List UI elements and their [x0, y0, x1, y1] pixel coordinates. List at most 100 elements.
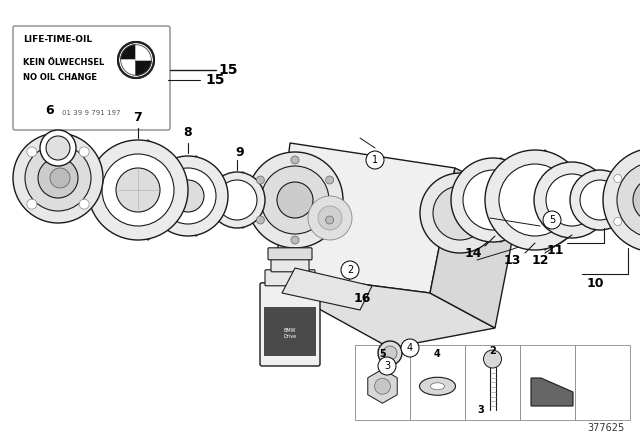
- Polygon shape: [121, 60, 136, 75]
- Circle shape: [277, 182, 313, 218]
- Bar: [355, 345, 410, 420]
- Text: KEIN ÖLWECHSEL: KEIN ÖLWECHSEL: [23, 58, 104, 67]
- Circle shape: [88, 140, 188, 240]
- Circle shape: [534, 162, 610, 238]
- Polygon shape: [531, 378, 573, 406]
- Text: BMW
Drive: BMW Drive: [284, 328, 296, 339]
- Text: 2: 2: [489, 346, 496, 356]
- Circle shape: [617, 162, 640, 238]
- Ellipse shape: [539, 150, 551, 250]
- Text: 13: 13: [503, 254, 521, 267]
- Circle shape: [79, 199, 89, 209]
- Circle shape: [341, 261, 359, 279]
- Ellipse shape: [239, 172, 247, 228]
- Circle shape: [25, 145, 91, 211]
- Polygon shape: [275, 143, 455, 293]
- Circle shape: [463, 170, 523, 230]
- Polygon shape: [70, 163, 128, 200]
- Circle shape: [326, 176, 333, 184]
- Circle shape: [13, 133, 103, 223]
- Text: 15: 15: [218, 63, 237, 77]
- FancyBboxPatch shape: [265, 270, 315, 286]
- Circle shape: [499, 164, 571, 236]
- Polygon shape: [275, 273, 495, 348]
- Circle shape: [291, 236, 299, 244]
- Circle shape: [378, 357, 396, 375]
- Text: 3: 3: [384, 361, 390, 371]
- Circle shape: [401, 339, 419, 357]
- Text: 12: 12: [531, 254, 548, 267]
- Text: 2: 2: [347, 265, 353, 275]
- Circle shape: [614, 217, 622, 225]
- Circle shape: [160, 168, 216, 224]
- Circle shape: [79, 147, 89, 157]
- Text: 5: 5: [379, 349, 386, 359]
- Circle shape: [546, 174, 598, 226]
- Text: NO OIL CHANGE: NO OIL CHANGE: [23, 73, 97, 82]
- Circle shape: [148, 156, 228, 236]
- Circle shape: [420, 173, 500, 253]
- Polygon shape: [136, 60, 151, 75]
- Circle shape: [433, 186, 487, 240]
- Ellipse shape: [419, 377, 456, 395]
- Circle shape: [257, 216, 264, 224]
- Circle shape: [116, 168, 160, 212]
- Bar: [465, 345, 520, 420]
- Circle shape: [257, 176, 264, 184]
- Circle shape: [383, 346, 397, 360]
- Circle shape: [217, 180, 257, 220]
- Circle shape: [483, 350, 502, 368]
- Circle shape: [247, 152, 343, 248]
- Text: 377625: 377625: [588, 423, 625, 433]
- Circle shape: [102, 154, 174, 226]
- Circle shape: [50, 168, 70, 188]
- Bar: [264, 306, 316, 356]
- Text: 7: 7: [134, 111, 142, 124]
- Text: 11: 11: [547, 244, 564, 257]
- Circle shape: [485, 150, 585, 250]
- Circle shape: [570, 170, 630, 230]
- Circle shape: [27, 147, 37, 157]
- Circle shape: [318, 206, 342, 230]
- Circle shape: [326, 216, 333, 224]
- Polygon shape: [282, 268, 372, 310]
- Text: 10: 10: [586, 276, 604, 289]
- Circle shape: [543, 211, 561, 229]
- Ellipse shape: [496, 158, 506, 242]
- Circle shape: [172, 180, 204, 212]
- Circle shape: [451, 158, 535, 242]
- Circle shape: [46, 136, 70, 160]
- FancyBboxPatch shape: [268, 248, 312, 260]
- Circle shape: [38, 158, 78, 198]
- Circle shape: [374, 378, 390, 394]
- Text: 15: 15: [205, 73, 225, 87]
- Text: 4: 4: [407, 343, 413, 353]
- Text: 4: 4: [434, 349, 441, 359]
- Circle shape: [366, 151, 384, 169]
- Bar: [520, 345, 575, 420]
- Circle shape: [118, 42, 154, 78]
- Circle shape: [580, 180, 620, 220]
- Ellipse shape: [431, 383, 445, 390]
- Text: 3: 3: [477, 405, 484, 415]
- Bar: [575, 345, 630, 420]
- Circle shape: [291, 156, 299, 164]
- Circle shape: [209, 172, 265, 228]
- Polygon shape: [430, 168, 520, 328]
- Text: 14: 14: [464, 246, 482, 259]
- Text: 01 39 9 791 197: 01 39 9 791 197: [62, 110, 121, 116]
- Text: 1: 1: [372, 155, 378, 165]
- Circle shape: [603, 148, 640, 252]
- Ellipse shape: [191, 156, 201, 236]
- Circle shape: [308, 196, 352, 240]
- Text: LIFE-TIME-OIL: LIFE-TIME-OIL: [23, 35, 92, 44]
- FancyBboxPatch shape: [13, 26, 170, 130]
- Circle shape: [378, 341, 402, 365]
- Circle shape: [614, 175, 622, 182]
- Text: 5: 5: [549, 215, 555, 225]
- Text: 6: 6: [45, 103, 54, 116]
- Text: 16: 16: [353, 292, 371, 305]
- Ellipse shape: [142, 140, 154, 240]
- Text: 8: 8: [184, 125, 192, 138]
- Polygon shape: [121, 45, 136, 60]
